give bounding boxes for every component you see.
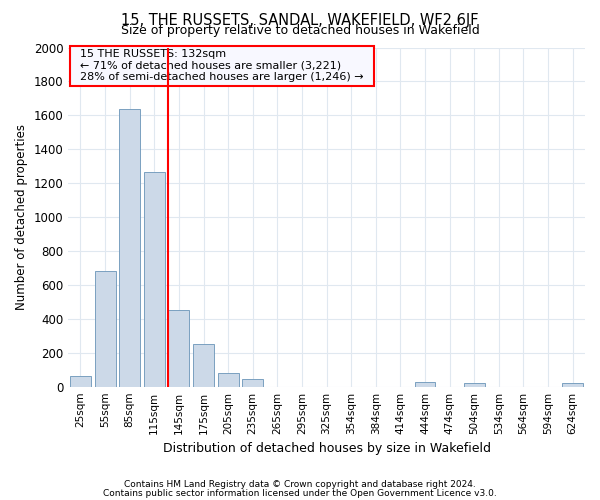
Text: Contains HM Land Registry data © Crown copyright and database right 2024.: Contains HM Land Registry data © Crown c…	[124, 480, 476, 489]
Text: Contains public sector information licensed under the Open Government Licence v3: Contains public sector information licen…	[103, 488, 497, 498]
Bar	[464, 384, 485, 386]
Bar	[144, 172, 165, 386]
Text: 15, THE RUSSETS, SANDAL, WAKEFIELD, WF2 6JF: 15, THE RUSSETS, SANDAL, WAKEFIELD, WF2 …	[121, 12, 479, 28]
Bar	[95, 272, 116, 386]
Bar	[242, 379, 263, 386]
Bar	[169, 310, 190, 386]
Bar	[70, 376, 91, 386]
Text: Size of property relative to detached houses in Wakefield: Size of property relative to detached ho…	[121, 24, 479, 37]
Bar	[193, 344, 214, 387]
Bar	[218, 373, 239, 386]
Bar	[119, 110, 140, 386]
Text: 15 THE RUSSETS: 132sqm  
  ← 71% of detached houses are smaller (3,221)  
  28% : 15 THE RUSSETS: 132sqm ← 71% of detached…	[73, 49, 371, 82]
Bar	[562, 384, 583, 386]
X-axis label: Distribution of detached houses by size in Wakefield: Distribution of detached houses by size …	[163, 442, 491, 455]
Y-axis label: Number of detached properties: Number of detached properties	[15, 124, 28, 310]
Bar	[415, 382, 436, 386]
